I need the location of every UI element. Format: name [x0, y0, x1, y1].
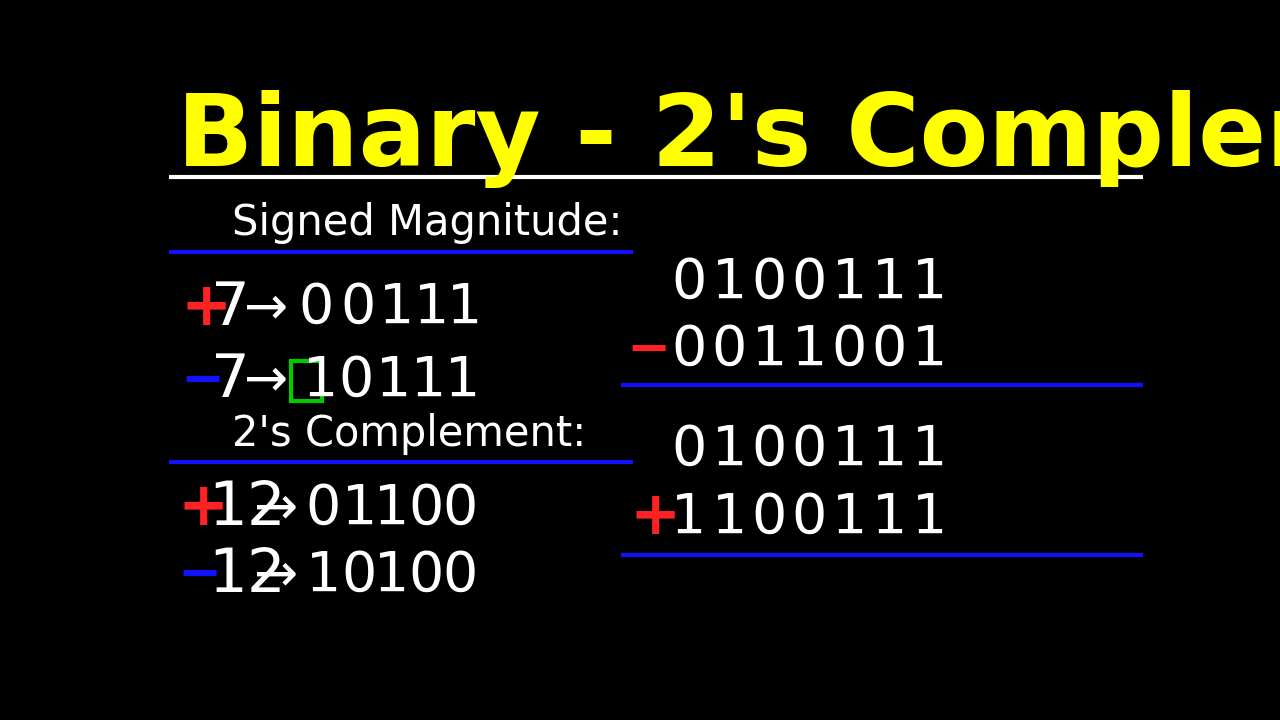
Text: 0: 0	[832, 323, 867, 377]
Text: 1: 1	[911, 490, 947, 544]
Text: −: −	[180, 354, 224, 407]
Text: 0: 0	[751, 423, 787, 477]
Text: +: +	[180, 279, 232, 338]
Text: Signed Magnitude:: Signed Magnitude:	[233, 202, 623, 245]
Text: 7: 7	[211, 351, 250, 410]
Text: 12: 12	[207, 479, 285, 538]
Text: 12: 12	[207, 546, 285, 605]
Text: 0: 0	[408, 482, 443, 536]
Text: 1: 1	[911, 423, 947, 477]
Text: Binary - 2's Complement: Binary - 2's Complement	[177, 90, 1280, 188]
Text: 0: 0	[672, 256, 707, 310]
Text: 0: 0	[672, 423, 707, 477]
Text: 1: 1	[791, 323, 827, 377]
Text: 1: 1	[911, 323, 947, 377]
Text: 1: 1	[751, 323, 787, 377]
Text: 0: 0	[342, 549, 378, 603]
Text: →: →	[244, 354, 288, 407]
Text: 1: 1	[374, 549, 410, 603]
Text: 1: 1	[872, 256, 906, 310]
Text: 1: 1	[413, 281, 449, 335]
Text: 0: 0	[751, 256, 787, 310]
Text: 1: 1	[376, 354, 411, 408]
Text: 1: 1	[872, 490, 906, 544]
Text: 1: 1	[306, 549, 340, 603]
Text: 0: 0	[751, 490, 787, 544]
Text: 1: 1	[342, 482, 378, 536]
Text: 1: 1	[712, 423, 746, 477]
Text: →: →	[244, 282, 288, 334]
Text: 2's Complement:: 2's Complement:	[233, 413, 586, 456]
Text: 1: 1	[447, 281, 481, 335]
Text: 1: 1	[911, 256, 947, 310]
Text: 7: 7	[211, 279, 250, 338]
Text: +: +	[628, 488, 680, 547]
Text: +: +	[177, 479, 228, 538]
Text: 0: 0	[442, 549, 477, 603]
Text: 0: 0	[298, 281, 333, 335]
Text: 0: 0	[712, 323, 746, 377]
Text: 1: 1	[445, 354, 480, 408]
Text: 1: 1	[374, 482, 410, 536]
Text: →: →	[253, 549, 298, 601]
Text: 0: 0	[442, 482, 477, 536]
Text: 1: 1	[302, 354, 338, 408]
Text: 0: 0	[306, 482, 340, 536]
Text: →: →	[253, 482, 298, 534]
Text: 1: 1	[379, 281, 413, 335]
Text: 0: 0	[791, 490, 827, 544]
Text: 0: 0	[672, 323, 707, 377]
Text: −: −	[177, 549, 221, 601]
Text: 1: 1	[672, 490, 707, 544]
Text: 1: 1	[832, 256, 867, 310]
Text: 0: 0	[340, 281, 375, 335]
Text: 0: 0	[408, 549, 443, 603]
Text: 1: 1	[411, 354, 447, 408]
Text: 1: 1	[712, 256, 746, 310]
Text: 1: 1	[832, 423, 867, 477]
Text: 0: 0	[872, 323, 906, 377]
Text: 1: 1	[712, 490, 746, 544]
Text: 0: 0	[791, 423, 827, 477]
Text: 0: 0	[339, 354, 374, 408]
Text: 1: 1	[872, 423, 906, 477]
Text: −: −	[627, 324, 671, 376]
Text: 0: 0	[791, 256, 827, 310]
Text: 1: 1	[832, 490, 867, 544]
